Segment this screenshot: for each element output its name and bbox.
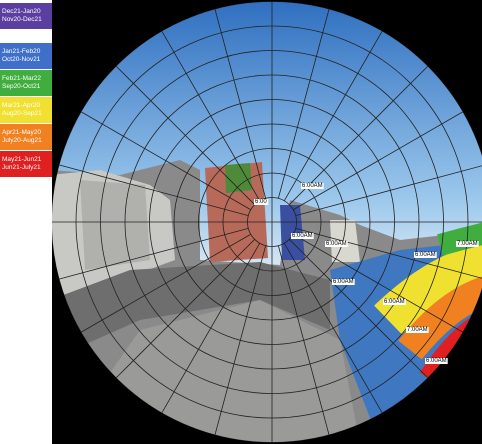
time-label: 7:00AM [457,241,478,247]
legend-label: May21-Jun21 [2,156,42,163]
azimuth-line [58,164,249,217]
time-label-bg [414,252,437,258]
azimuth-line [161,30,261,201]
time-label-bg [325,241,348,247]
legend-label: Oct20-Nov21 [2,56,41,63]
legend-label: Feb21-Mar22 [2,75,42,82]
time-label-bg [456,241,479,247]
azimuth-line [115,65,255,205]
time-label-bg [254,199,269,205]
time-label: 6:00AM [326,241,347,247]
azimuth-line [214,8,267,199]
legend-item: Dec21-Jan20 Nov20-Dec21 [0,3,52,29]
time-label-bg [406,327,429,333]
time-label-bg [425,358,448,364]
time-label-bg [301,183,324,189]
azimuth-line [214,245,267,436]
time-label: 6:00AM [384,299,405,305]
azimuth-line [283,30,383,201]
time-label: 6:00AM [292,233,313,239]
legend-item: Apr21-May20 July20-Aug21 [0,124,52,150]
azimuth-line [161,243,261,414]
legend-item: Feb21-Mar22 Sep20-Oct21 [0,70,52,96]
azimuth-line [295,164,482,217]
time-label: 6:00AM [302,183,323,189]
time-label-bg [291,233,314,239]
azimuth-line [289,65,429,205]
legend-label: Jan21-Feb20 [2,48,41,55]
legend-item: Mar21-Apr20 Aug20-Sep21 [0,97,52,123]
time-labels: 6:00 6:00AM 6:00AM 6:00AM 6:00AM 6:00AM 7:00AM… [254,183,479,364]
legend-label: Aug20-Sep21 [2,110,42,117]
azimuth-line [80,111,251,211]
time-label: 6:00AM [426,358,447,364]
azimuth-line [58,227,249,280]
azimuth-line [293,233,464,333]
time-label: 6:00AM [333,279,354,285]
azimuth-line [277,8,330,199]
time-label: 6:00AM [415,252,436,258]
legend-item: Jan21-Feb20 Oct20-Nov21 [0,43,52,69]
time-label: 6:00 [255,199,267,205]
azimuth-line [283,243,383,414]
legend: Dec21-Jan20 Nov20-Dec21 Jan21-Feb20 Oct20-N… [0,0,52,444]
time-label: 7:00AM [407,327,428,333]
azimuth-line [277,245,330,436]
legend-label: Sep20-Oct21 [2,83,41,90]
legend-item: May21-Jun21 Jun21-July21 [0,151,52,177]
azimuth-line [293,111,464,211]
azimuth-line [115,239,255,379]
azimuth-line [80,233,251,333]
time-label-bg [332,279,355,285]
azimuth-line [295,227,482,280]
legend-label: Dec21-Jan20 [2,8,41,15]
legend-label: Jun21-July21 [2,164,41,171]
legend-label: July20-Aug21 [2,137,42,144]
azimuth-line [289,239,429,379]
sunpath-view: 6:00 6:00AM 6:00AM 6:00AM 6:00AM 6:00AM 7:00AM… [52,0,482,444]
legend-label: Mar21-Apr20 [2,102,40,109]
horizon [52,0,482,444]
legend-label: Apr21-May20 [2,129,42,136]
time-label-bg [383,299,406,305]
legend-label: Nov20-Dec21 [2,16,42,23]
